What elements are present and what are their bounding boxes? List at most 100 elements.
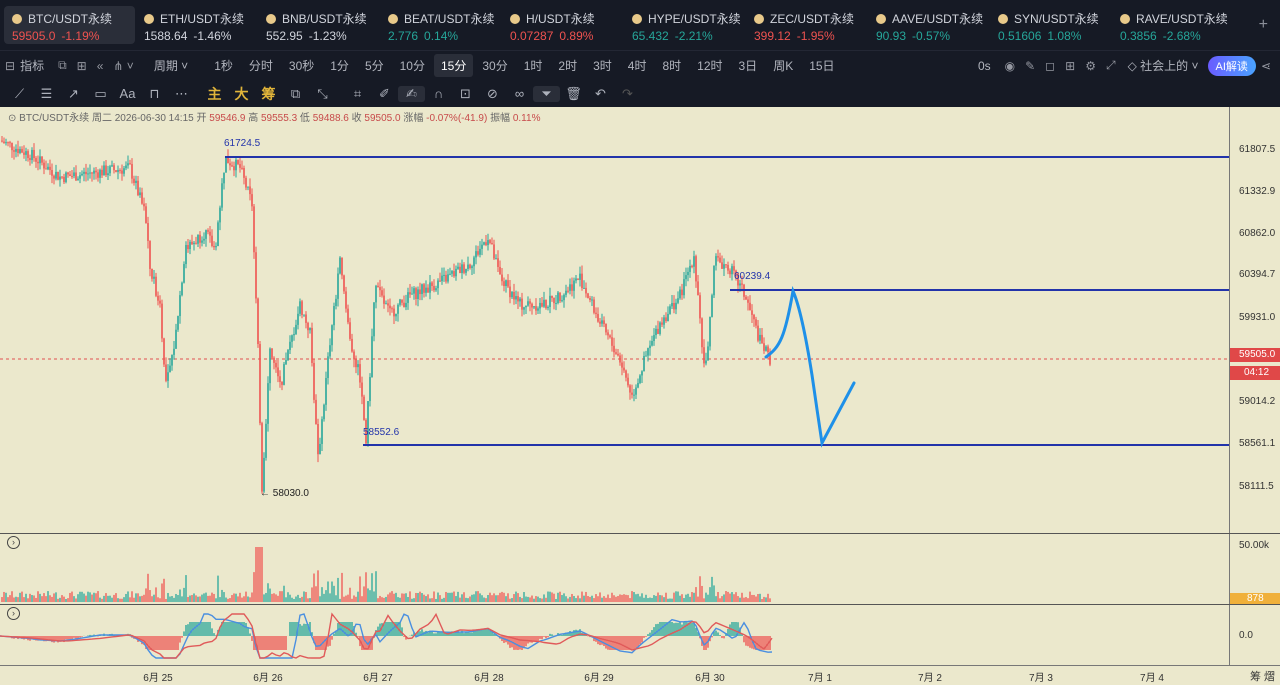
macd-histogram-bar [563,633,565,636]
fullscreen-icon[interactable]: ⤢ [1105,58,1116,72]
layout-icon[interactable]: ⧉ [58,58,67,72]
candle-body [597,313,599,322]
macd-histogram-bar [53,636,55,643]
macd-axis[interactable]: 0.0 [1229,605,1280,665]
volume-bar [709,587,711,602]
interval-button[interactable]: 周K [773,59,794,73]
ticker-tab-rave[interactable]: RAVE/USDT永续 0.3856 -2.68% [1112,6,1236,44]
main-force-button[interactable]: 主 [207,85,222,102]
chart-type-icon[interactable]: ⋔ ˅ [113,58,134,73]
interval-button[interactable]: 4时 [627,59,647,73]
expand-macd-icon[interactable]: › [7,607,20,620]
big-order-button[interactable]: 大 [234,85,249,102]
rectangle-icon[interactable]: ▭ [94,85,107,101]
candlestick-chart[interactable]: 61724.5 60239.4 58552.6 ← 58030.0 [0,107,1229,533]
interval-button[interactable]: 8时 [662,59,682,73]
trash-icon[interactable]: 🗑 [565,85,582,101]
frame-icon[interactable]: ⌗ [353,85,362,101]
candlestick-pane[interactable]: 61724.5 60239.4 58552.6 ← 58030.0 ⊙ BTC/USD… [0,107,1229,533]
ai-interpret-button[interactable]: AI解读 [1207,55,1256,76]
ray-icon[interactable]: ↗ [68,85,79,101]
filter-icon[interactable]: ⏷ [533,85,560,102]
interval-button[interactable]: 3日 [738,59,758,73]
highlighter-icon[interactable]: ✍ [398,85,425,102]
plus-icon[interactable]: + [1258,16,1268,33]
indicator-button[interactable]: 指标 [20,59,45,73]
lock-icon[interactable]: ⊡ [460,85,471,101]
macd-histogram-bar [389,622,391,636]
candle-body [721,262,723,269]
interval-button[interactable]: 分时 [248,59,273,73]
share-icon[interactable]: ⋖ [1260,58,1271,73]
chips-button[interactable]: 筹 [261,85,276,102]
volume-bar [277,595,279,602]
macd-pane[interactable]: › [0,605,1229,665]
macd-histogram-bar [537,636,539,641]
interval-button[interactable]: 30秒 [288,59,315,73]
indicator-icon[interactable]: ⊟ [5,58,16,73]
interval-button[interactable]: 2时 [558,59,578,73]
interval-button[interactable]: 3时 [593,59,612,73]
countdown-toggle[interactable]: 0s [977,58,991,73]
interval-button[interactable]: 1时 [523,59,543,73]
text-tool-icon[interactable]: Aa [119,86,136,101]
chips-corner-label[interactable]: 筹 熠 [1250,671,1276,683]
interval-button[interactable]: 1分 [330,59,349,73]
horizontal-lines-icon[interactable]: ☰ [40,85,53,101]
ticker-tab-eth[interactable]: ETH/USDT永续 1588.64 -1.46% [136,6,252,44]
macd-histogram-bar [565,632,567,636]
ticker-price: 399.12 [754,29,791,43]
undo-icon[interactable]: ↶ [595,85,606,101]
time-axis[interactable]: 6月 25 6月 26 6月 27 6月 28 6月 29 6月 30 7月 1… [0,665,1280,685]
grid-icon[interactable]: ⊞ [1065,58,1076,73]
interval-button[interactable]: 30分 [482,59,508,73]
interval-button[interactable]: 15日 [809,59,835,73]
interval-button[interactable]: 15分 [433,54,474,77]
link-icon[interactable]: ∞ [514,86,525,101]
candle-body [479,248,481,255]
ticker-tab-aave[interactable]: AAVE/USDT永续 90.93 -0.57% [868,6,991,44]
interval-button[interactable]: 5分 [364,59,384,73]
more-tools-icon[interactable]: ⋯ [175,85,188,101]
low-extreme-label: ← 58030.0 [260,488,309,499]
candle-body [401,299,403,303]
interval-button[interactable]: 1秒 [214,59,233,73]
alert-icon[interactable]: ◻ [1045,58,1056,73]
ticker-tab-btc[interactable]: BTC/USDT永续 59505.0 -1.19% [4,6,135,44]
interval-button[interactable]: 10分 [399,59,425,73]
trend-line-icon[interactable]: ⟋ [14,85,25,101]
ticker-tab-zec[interactable]: ZEC/USDT永续 399.12 -1.95% [746,6,862,44]
volume-bar [613,595,615,602]
expand-volume-icon[interactable]: › [7,536,20,549]
community-dropdown[interactable]: ◇ 社会上的 ˅ [1121,54,1206,77]
magnet-icon[interactable]: ∩ [433,86,444,101]
measure-icon[interactable]: ⊓ [149,85,160,101]
ticker-tab-bnb[interactable]: BNB/USDT永续 552.95 -1.23% [258,6,375,44]
eraser-line-icon[interactable]: ⤡ [317,85,328,101]
camera-icon[interactable]: ◉ [1004,58,1016,73]
macd-histogram-bar [303,623,305,636]
replay-icon[interactable]: « [96,58,104,73]
candle-body [589,298,591,300]
brush-icon[interactable]: ✐ [379,85,390,101]
pane-divider[interactable] [0,604,1280,605]
pen-icon[interactable]: ✎ [1025,58,1036,73]
volume-axis[interactable]: 50.00k 878 [1229,534,1280,605]
macd-histogram-bar [329,636,331,646]
volume-bar [521,598,523,602]
ticker-tab-h[interactable]: H/USDT永续 0.07287 0.89% [502,6,603,44]
settings-icon[interactable]: ⚙ [1085,58,1096,73]
period-dropdown[interactable]: 周期 ˅ [147,54,195,77]
legend-eye-icon[interactable]: ⊙ [8,113,17,124]
ticker-tab-hype[interactable]: HYPE/USDT永续 65.432 -2.21% [624,6,749,44]
interval-button[interactable]: 12时 [697,59,723,73]
hide-drawings-icon[interactable]: ⊘ [487,85,498,101]
ticker-tab-beat[interactable]: BEAT/USDT永续 2.776 0.14% [380,6,502,44]
template-icon[interactable]: ⊞ [76,58,87,73]
pane-divider[interactable] [0,533,1280,534]
ticker-tab-syn[interactable]: SYN/USDT永续 0.51606 1.08% [990,6,1107,44]
volume-pane[interactable]: › [0,534,1229,604]
copy-icon[interactable]: ⧉ [290,85,301,101]
redo-icon[interactable]: ↷ [622,85,633,101]
price-axis[interactable]: 61807.5 61332.9 60862.0 60394.7 59931.0 … [1229,107,1280,533]
